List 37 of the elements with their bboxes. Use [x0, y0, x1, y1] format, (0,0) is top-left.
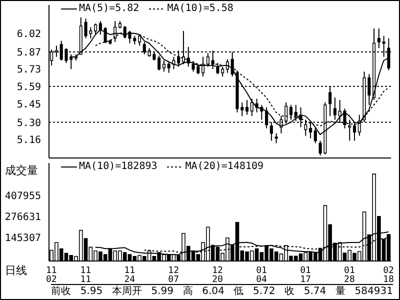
legend-label: MA(10)=5.58	[167, 3, 234, 15]
y-tick-label: 5.30	[16, 118, 41, 129]
text: 5.72	[252, 285, 276, 298]
y-tick-label: 5.16	[16, 135, 41, 146]
text: 前收	[51, 285, 71, 298]
text: 量	[335, 285, 346, 298]
text: 日线	[5, 263, 27, 278]
text: 5.74	[304, 285, 326, 298]
text: 低	[234, 285, 244, 298]
x-tick-label: 12 20	[212, 266, 223, 285]
legend-label: MA(5)=5.82	[79, 3, 140, 15]
x-tick-label: 02 18	[383, 266, 394, 285]
text: 收	[284, 285, 295, 298]
text: 5.99	[151, 285, 174, 298]
x-tick-label: 11 11	[80, 266, 92, 285]
x-tick-label: 01 17	[300, 266, 311, 285]
x-tick-label: 01 28	[344, 266, 355, 285]
text: 5.95	[80, 285, 103, 298]
x-tick-label: 11 24	[124, 266, 136, 285]
y-axis-title: 成交量	[5, 163, 38, 178]
y-tick-label: 5.45	[16, 99, 41, 110]
text: 584931	[354, 285, 393, 298]
y-tick-label: 407955	[4, 191, 41, 202]
text: 本周开	[112, 285, 142, 298]
y-tick-label: 5.87	[16, 47, 41, 58]
x-tick-label: 12 07	[168, 266, 180, 285]
y-tick-label: 276631	[4, 212, 41, 224]
legend-label: MA(20)=148109	[185, 161, 264, 173]
y-tick-label: 145307	[4, 233, 41, 244]
y-tick-label: 6.02	[16, 28, 41, 40]
x-tick-label: 01 04	[256, 266, 267, 285]
x-tick-label: 11 02	[46, 266, 57, 285]
text: 高	[182, 285, 193, 298]
y-tick-label: 5.73	[16, 64, 41, 76]
text: 6.04	[202, 285, 224, 298]
legend-label: MA(10)=182893	[79, 161, 158, 173]
y-tick-label: 5.59	[16, 82, 41, 93]
